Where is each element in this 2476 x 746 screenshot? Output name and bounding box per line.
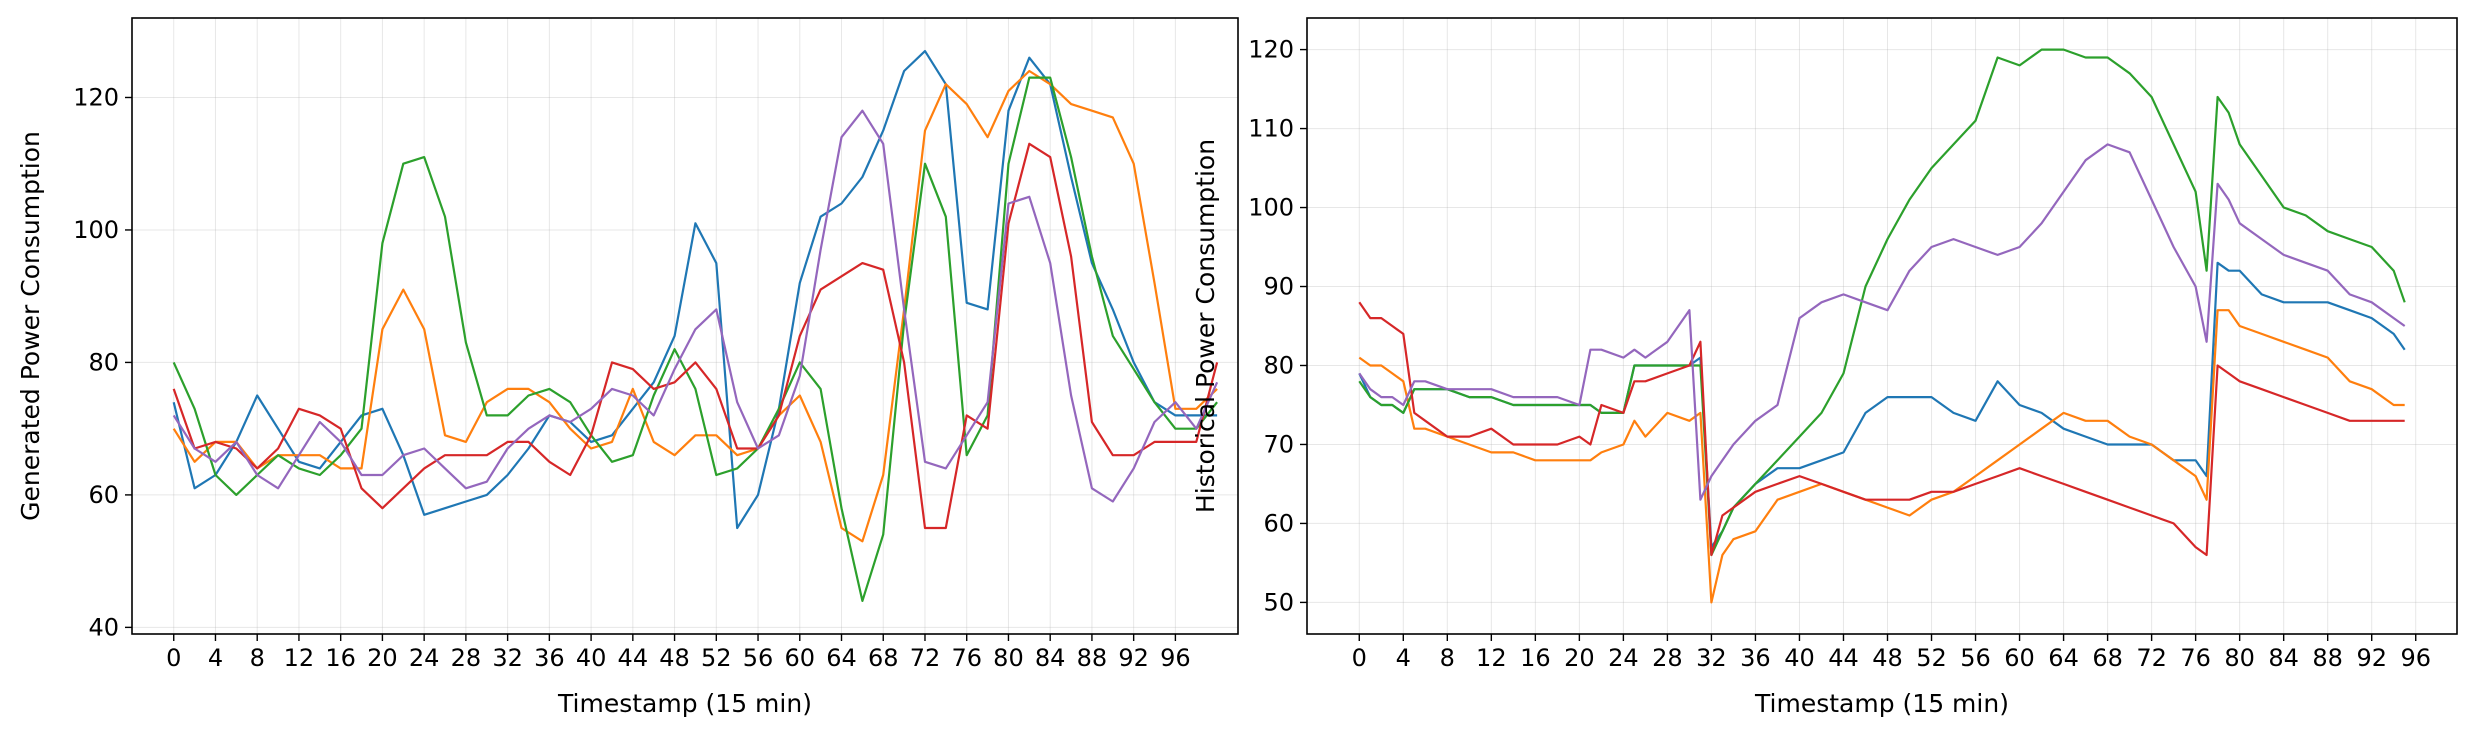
x-tick-label: 12 bbox=[284, 644, 315, 672]
series-group bbox=[1358, 48, 2406, 604]
series-line-1 bbox=[172, 49, 1218, 530]
series-line-2 bbox=[172, 69, 1218, 543]
series-line-4 bbox=[172, 142, 1219, 530]
y-tick-label: 80 bbox=[1263, 351, 1294, 379]
y-axis-label: Generated Power Consumption bbox=[16, 131, 45, 521]
series-line-5 bbox=[172, 109, 1219, 503]
y-tick-label: 90 bbox=[1263, 273, 1294, 301]
x-tick-label: 60 bbox=[785, 644, 816, 672]
x-tick-label: 40 bbox=[1784, 644, 1815, 672]
x-tick-label: 36 bbox=[534, 644, 565, 672]
x-tick-label: 60 bbox=[2004, 644, 2035, 672]
x-axis-label: Timestamp (15 min) bbox=[1754, 689, 2009, 718]
x-tick-label: 12 bbox=[1476, 644, 1507, 672]
y-tick-label: 60 bbox=[88, 481, 119, 509]
x-tick-label: 80 bbox=[993, 644, 1024, 672]
x-tick-label: 48 bbox=[659, 644, 690, 672]
axes-frame bbox=[1306, 17, 2458, 635]
x-tick-label: 68 bbox=[2092, 644, 2123, 672]
x-tick-label: 20 bbox=[1564, 644, 1595, 672]
x-tick-label: 52 bbox=[1916, 644, 1947, 672]
x-tick-label: 44 bbox=[1828, 644, 1859, 672]
series-line-4 bbox=[1358, 301, 2405, 557]
y-tick-label: 120 bbox=[1248, 36, 1294, 64]
x-tick-label: 44 bbox=[618, 644, 649, 672]
x-tick-label: 16 bbox=[325, 644, 356, 672]
x-tick-label: 96 bbox=[1160, 644, 1191, 672]
x-tick-label: 24 bbox=[1608, 644, 1639, 672]
grid bbox=[1307, 18, 2457, 634]
x-tick-label: 24 bbox=[409, 644, 440, 672]
x-tick-label: 52 bbox=[701, 644, 732, 672]
grid bbox=[132, 18, 1238, 634]
x-tick-label: 0 bbox=[1352, 644, 1367, 672]
series-line-3 bbox=[172, 76, 1218, 603]
x-tick-label: 92 bbox=[1118, 644, 1149, 672]
x-tick-label: 76 bbox=[2180, 644, 2211, 672]
x-tick-label: 68 bbox=[868, 644, 899, 672]
x-tick-label: 84 bbox=[1035, 644, 1066, 672]
x-tick-label: 72 bbox=[910, 644, 941, 672]
y-tick-label: 40 bbox=[88, 613, 119, 641]
x-tick-label: 92 bbox=[2356, 644, 2387, 672]
series-line-3 bbox=[1358, 48, 2406, 557]
x-tick-label: 4 bbox=[1396, 644, 1411, 672]
x-tick-label: 8 bbox=[250, 644, 265, 672]
x-tick-label: 72 bbox=[2136, 644, 2167, 672]
y-tick-label: 80 bbox=[88, 348, 119, 376]
y-tick-label: 110 bbox=[1248, 115, 1294, 143]
historical-power-chart: 0 4 8 12 16 20 24 28 32 36 40 44 48 52 56 60 64 68 72 76 80 8… bbox=[1191, 17, 2458, 718]
x-tick-label: 84 bbox=[2268, 644, 2299, 672]
x-tick-label: 56 bbox=[743, 644, 774, 672]
x-axis-label: Timestamp (15 min) bbox=[557, 689, 812, 718]
x-tick-label: 96 bbox=[2400, 644, 2431, 672]
x-tick-label: 28 bbox=[451, 644, 482, 672]
y-tick-label: 70 bbox=[1263, 430, 1294, 458]
x-tick-label: 48 bbox=[1872, 644, 1903, 672]
x-tick-label: 88 bbox=[1077, 644, 1108, 672]
x-tick-label: 8 bbox=[1440, 644, 1455, 672]
y-axis-label: Historical Power Consumption bbox=[1191, 139, 1220, 513]
x-tick-label: 64 bbox=[826, 644, 857, 672]
series-line-5 bbox=[1358, 143, 2406, 501]
series-group bbox=[172, 49, 1219, 603]
x-tick-label: 28 bbox=[1652, 644, 1683, 672]
x-tick-label: 32 bbox=[492, 644, 523, 672]
x-tick-label: 64 bbox=[2048, 644, 2079, 672]
x-tick-label: 80 bbox=[2224, 644, 2255, 672]
x-tick-label: 32 bbox=[1696, 644, 1727, 672]
y-tick-label: 120 bbox=[73, 83, 119, 111]
y-tick-label: 100 bbox=[73, 216, 119, 244]
generated-power-chart: 0 4 8 12 16 20 24 28 32 36 40 44 48 52 56 60 64 68 72 76 80 8… bbox=[16, 17, 1239, 718]
x-tick-label: 20 bbox=[367, 644, 398, 672]
series-line-2 bbox=[1358, 309, 2405, 604]
axes-frame bbox=[131, 17, 1239, 635]
y-tick-label: 100 bbox=[1248, 194, 1294, 222]
x-tick-label: 76 bbox=[951, 644, 982, 672]
x-tick-label: 4 bbox=[208, 644, 223, 672]
x-tick-label: 0 bbox=[166, 644, 181, 672]
x-tick-label: 56 bbox=[1960, 644, 1991, 672]
x-tick-label: 88 bbox=[2312, 644, 2343, 672]
x-tick-label: 40 bbox=[576, 644, 607, 672]
y-tick-label: 60 bbox=[1263, 509, 1294, 537]
x-tick-label: 36 bbox=[1740, 644, 1771, 672]
y-tick-label: 50 bbox=[1263, 588, 1294, 616]
x-tick-label: 16 bbox=[1520, 644, 1551, 672]
